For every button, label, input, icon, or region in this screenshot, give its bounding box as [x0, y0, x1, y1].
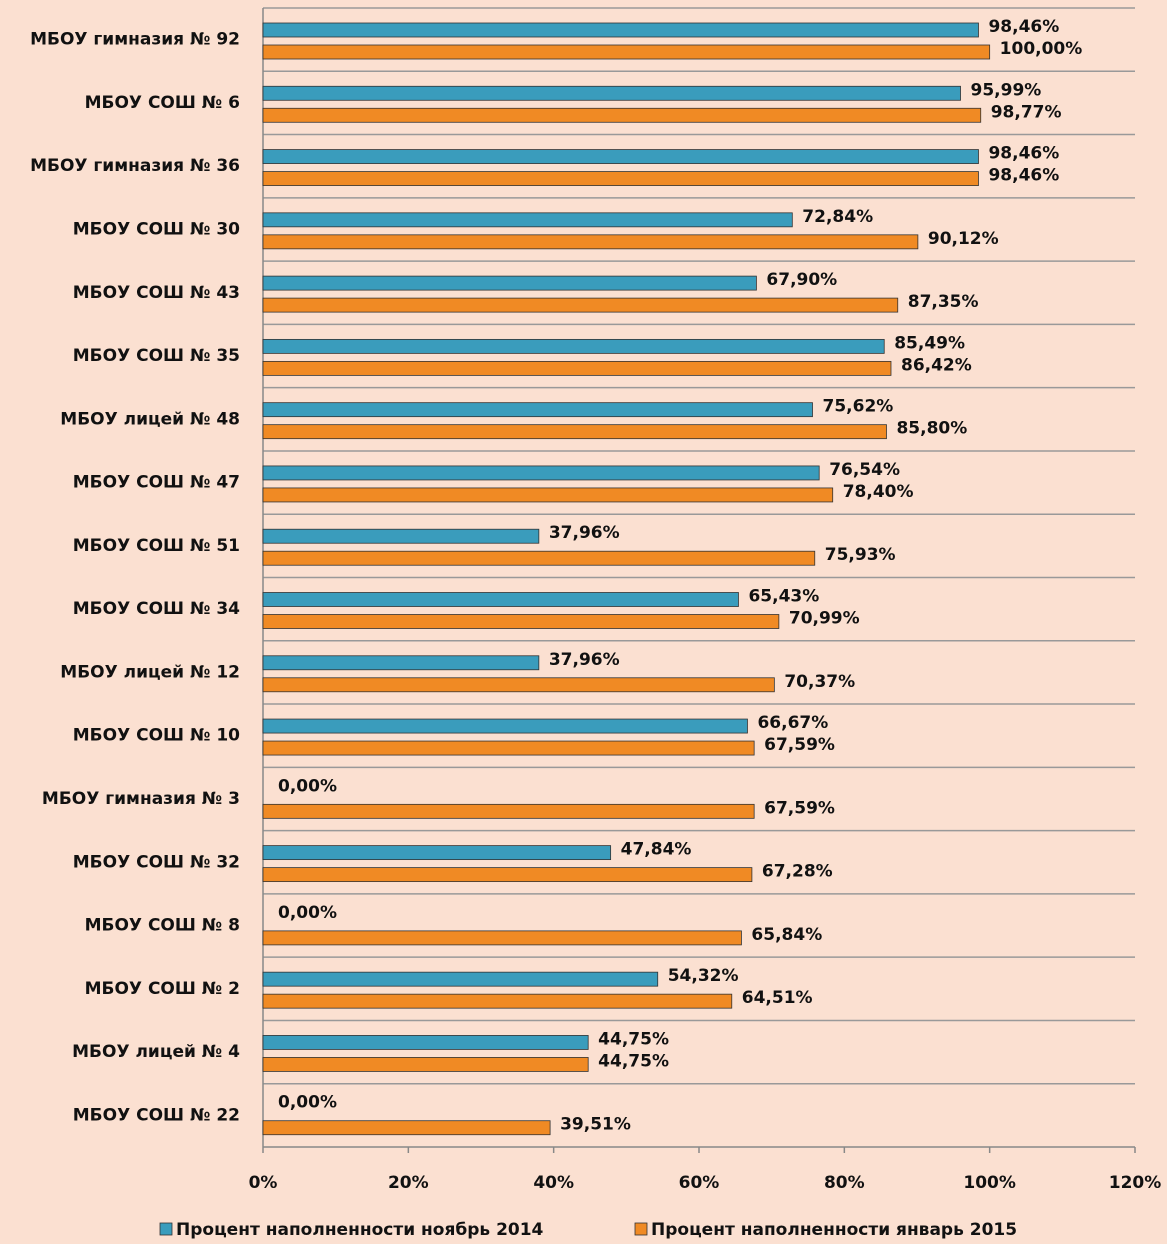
- bar: [262, 740, 755, 756]
- value-label: 67,59%: [764, 798, 835, 818]
- value-label: 67,90%: [766, 270, 837, 290]
- category-label: МБОУ лицей № 12: [60, 662, 240, 682]
- value-label: 75,93%: [825, 545, 896, 565]
- value-label: 98,46%: [988, 144, 1059, 164]
- value-label: 78,40%: [843, 482, 914, 502]
- x-tick-label: 80%: [824, 1173, 865, 1193]
- value-label: 47,84%: [621, 840, 692, 860]
- bar: [262, 171, 979, 186]
- value-label: 54,32%: [668, 966, 739, 986]
- legend-label: Процент наполненности ноябрь 2014: [176, 1220, 544, 1240]
- bar: [262, 44, 991, 60]
- category-label: МБОУ СОШ № 22: [73, 1105, 240, 1125]
- bar: [262, 528, 540, 544]
- value-label: 65,84%: [751, 925, 822, 945]
- x-tick-label: 20%: [388, 1173, 429, 1193]
- value-label: 44,75%: [598, 1029, 669, 1049]
- bar: [262, 930, 742, 946]
- value-label: 0,00%: [278, 903, 337, 923]
- value-label: 98,46%: [988, 166, 1059, 186]
- legend-label: Процент наполненности январь 2015: [651, 1220, 1017, 1240]
- bar: [262, 971, 659, 987]
- value-label: 65,43%: [748, 587, 819, 607]
- category-label: МБОУ СОШ № 51: [73, 536, 240, 556]
- value-label: 37,96%: [549, 650, 620, 670]
- bar: [262, 803, 755, 819]
- category-label: МБОУ СОШ № 6: [85, 93, 240, 113]
- category-label: МБОУ СОШ № 32: [73, 852, 240, 872]
- bar: [262, 1120, 551, 1136]
- bar: [262, 402, 813, 418]
- bar: [262, 614, 780, 629]
- category-label: МБОУ СОШ № 35: [73, 346, 240, 366]
- x-tick-label: 100%: [963, 1173, 1016, 1193]
- category-label: МБОУ СОШ № 30: [73, 219, 240, 239]
- bar: [262, 487, 834, 503]
- category-label: МБОУ СОШ № 43: [73, 283, 240, 303]
- bar: [262, 107, 982, 123]
- category-label: МБОУ лицей № 48: [60, 409, 240, 429]
- bar: [262, 845, 612, 861]
- value-label: 67,59%: [764, 735, 835, 755]
- category-label: МБОУ гимназия № 92: [30, 30, 240, 50]
- bar: [262, 424, 887, 440]
- category-label: МБОУ гимназия № 3: [42, 789, 240, 809]
- bar: [262, 993, 733, 1009]
- value-label: 90,12%: [928, 229, 999, 249]
- value-label: 98,46%: [988, 17, 1059, 37]
- category-label: МБОУ СОШ № 47: [73, 473, 240, 493]
- bar: [262, 85, 961, 101]
- category-label: МБОУ гимназия № 36: [30, 156, 240, 176]
- value-label: 85,49%: [894, 333, 965, 353]
- bar: [262, 22, 979, 38]
- value-label: 44,75%: [598, 1051, 669, 1071]
- bar: [262, 592, 739, 607]
- bar: [262, 360, 892, 376]
- value-label: 86,42%: [901, 355, 972, 375]
- x-tick-label: 40%: [533, 1173, 574, 1193]
- category-label: МБОУ лицей № 4: [72, 1042, 240, 1062]
- value-label: 72,84%: [802, 207, 873, 227]
- category-label: МБОУ СОШ № 10: [73, 726, 240, 746]
- value-label: 66,67%: [757, 713, 828, 733]
- value-label: 37,96%: [549, 523, 620, 543]
- category-label: МБОУ СОШ № 8: [85, 916, 240, 936]
- value-label: 75,62%: [823, 397, 894, 417]
- bar: [262, 1057, 589, 1072]
- value-label: 70,37%: [784, 672, 855, 692]
- x-tick-label: 0%: [249, 1173, 278, 1193]
- value-label: 0,00%: [278, 1093, 337, 1113]
- value-label: 67,28%: [762, 862, 833, 882]
- bar: [262, 1035, 589, 1050]
- bar: [262, 234, 919, 250]
- bar: [262, 718, 748, 734]
- bar: [262, 550, 816, 566]
- value-label: 76,54%: [829, 460, 900, 480]
- x-tick-label: 60%: [679, 1173, 720, 1193]
- bar: [262, 149, 979, 164]
- bar: [262, 212, 793, 228]
- legend-swatch: [159, 1222, 173, 1236]
- value-label: 87,35%: [908, 292, 979, 312]
- value-label: 64,51%: [742, 988, 813, 1008]
- value-label: 0,00%: [278, 776, 337, 796]
- value-label: 100,00%: [1000, 39, 1083, 59]
- legend-swatch: [634, 1222, 648, 1236]
- bar: [262, 338, 885, 354]
- value-label: 70,99%: [789, 609, 860, 629]
- bar: [262, 655, 540, 671]
- bar: [262, 275, 757, 291]
- bar: [262, 677, 775, 693]
- bar: [262, 465, 820, 481]
- bar: [262, 297, 899, 313]
- category-label: МБОУ СОШ № 2: [85, 979, 240, 999]
- value-label: 39,51%: [560, 1115, 631, 1135]
- bar: [262, 867, 753, 883]
- value-label: 98,77%: [991, 102, 1062, 122]
- value-label: 85,80%: [896, 419, 967, 439]
- value-label: 95,99%: [971, 80, 1042, 100]
- category-label: МБОУ СОШ № 34: [73, 599, 240, 619]
- x-tick-label: 120%: [1109, 1173, 1162, 1193]
